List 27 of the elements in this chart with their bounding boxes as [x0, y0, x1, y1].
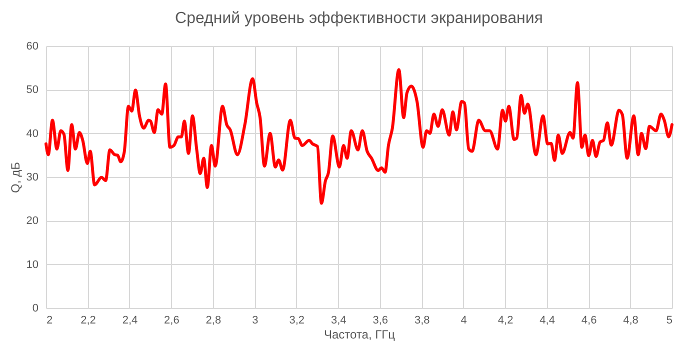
x-tick-label: 4,2 — [498, 314, 514, 326]
x-tick-label: 2,6 — [164, 314, 180, 326]
x-tick-label: 3,6 — [372, 314, 388, 326]
x-tick-label: 3,4 — [330, 314, 346, 326]
y-tick-label: 20 — [26, 215, 38, 228]
y-axis-title: Q, дБ — [8, 162, 22, 193]
x-tick-label: 4,4 — [540, 314, 555, 326]
line-series — [44, 68, 674, 205]
x-tick-label: 4,8 — [623, 314, 638, 326]
x-tick-label: 3,2 — [289, 314, 305, 326]
x-tick-label: 2,8 — [206, 314, 222, 326]
y-tick-label: 0 — [32, 302, 38, 314]
chart-title: Средний уровень эффективности экранирования — [175, 10, 543, 27]
x-axis-title: Частота, ГГц — [324, 328, 396, 342]
x-tick-label: 4,6 — [581, 314, 597, 326]
y-tick-label: 50 — [26, 84, 38, 96]
x-tick-label: 5 — [666, 314, 672, 326]
x-tick-label: 3,8 — [414, 314, 430, 326]
x-tick-label: 3 — [252, 314, 258, 326]
y-tick-label: 40 — [26, 128, 38, 140]
x-tick-label: 2,2 — [80, 314, 96, 326]
y-tick-label: 60 — [26, 40, 38, 52]
x-tick-label: 2,4 — [122, 314, 138, 326]
x-tick-label: 4 — [460, 314, 467, 326]
x-tick-label: 2 — [46, 314, 53, 326]
y-tick-label: 30 — [26, 172, 38, 184]
y-tick-label: 10 — [26, 258, 38, 271]
